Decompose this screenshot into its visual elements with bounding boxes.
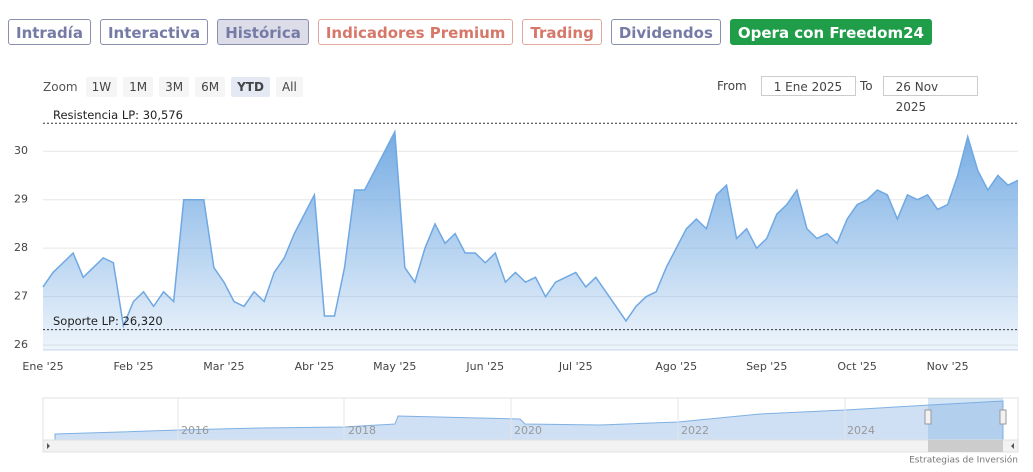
y-tick-label: 28 xyxy=(14,241,28,254)
x-tick-label: Abr '25 xyxy=(295,360,335,373)
zoom-button[interactable]: All xyxy=(275,77,303,97)
zoom-label: Zoom xyxy=(43,80,78,94)
x-tick-label: Nov '25 xyxy=(927,360,969,373)
area-fill xyxy=(43,131,1018,350)
navigator-year: 2018 xyxy=(348,424,376,437)
navigator-year: 2024 xyxy=(847,424,875,437)
x-tick-label: Jun '25 xyxy=(465,360,504,373)
zoom-button[interactable]: 3M xyxy=(159,77,190,97)
navigator-handle[interactable] xyxy=(999,409,1007,425)
x-tick-label: Ene '25 xyxy=(22,360,63,373)
from-label: From xyxy=(717,79,747,93)
annotation-label: Soporte LP: 26,320 xyxy=(53,314,163,328)
zoom-button[interactable]: 1W xyxy=(85,77,118,97)
y-tick-label: 29 xyxy=(14,193,28,206)
from-input[interactable]: 1 Ene 2025 xyxy=(760,76,856,96)
tab[interactable]: Trading xyxy=(522,19,602,45)
navigator-year: 2020 xyxy=(514,424,542,437)
tab[interactable]: Interactiva xyxy=(99,19,209,45)
to-input[interactable]: 26 Nov 2025 xyxy=(882,76,978,114)
tab-bar: Intradía Interactiva Histórica Indicadores … xyxy=(8,19,932,45)
tab[interactable]: Dividendos xyxy=(610,19,721,45)
tab[interactable]: Opera con Freedom24 xyxy=(729,19,932,45)
y-tick-label: 30 xyxy=(14,144,28,157)
y-tick-label: 27 xyxy=(14,290,28,303)
navigator-selection[interactable] xyxy=(928,398,1003,440)
to-label: To xyxy=(860,79,873,93)
range-from: From 1 Ene 2025 xyxy=(717,76,856,96)
scrollbar-thumb[interactable] xyxy=(928,440,1003,452)
scrollbar[interactable] xyxy=(42,439,1019,453)
zoom-button[interactable]: 6M xyxy=(195,77,226,97)
range-to: To 26 Nov 2025 xyxy=(860,76,978,114)
x-tick-label: Ago '25 xyxy=(655,360,697,373)
x-tick-label: Feb '25 xyxy=(113,360,153,373)
tab[interactable]: Intradía xyxy=(8,19,91,45)
tab[interactable]: Indicadores Premium xyxy=(317,19,514,45)
x-tick-label: Sep '25 xyxy=(746,360,787,373)
navigator-year: 2022 xyxy=(681,424,709,437)
x-tick-label: Oct '25 xyxy=(837,360,877,373)
y-tick-label: 26 xyxy=(14,338,28,351)
x-tick-label: Mar '25 xyxy=(203,360,244,373)
annotation-label: Resistencia LP: 30,576 xyxy=(53,108,183,122)
credit: Estrategias de Inversión xyxy=(909,455,1018,466)
zoom-button[interactable]: 1M xyxy=(123,77,154,97)
zoom-bar: Zoom 1W 1M 3M 6M YTD All xyxy=(43,77,309,97)
tab[interactable]: Histórica xyxy=(217,19,309,45)
x-tick-label: May '25 xyxy=(373,360,416,373)
zoom-button[interactable]: YTD xyxy=(231,77,270,97)
navigator-year: 2016 xyxy=(181,424,209,437)
navigator-series xyxy=(54,400,1004,441)
x-tick-label: Jul '25 xyxy=(558,360,593,373)
navigator-handle[interactable] xyxy=(924,409,932,425)
navigator-separators xyxy=(177,398,846,440)
line xyxy=(42,129,1019,329)
